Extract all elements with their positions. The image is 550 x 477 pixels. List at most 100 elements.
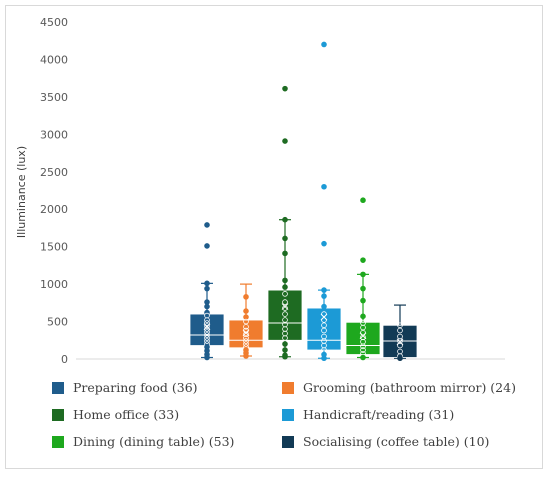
box-series xyxy=(345,197,381,361)
data-point xyxy=(321,287,327,293)
data-point xyxy=(282,341,288,347)
data-point xyxy=(321,303,327,310)
data-point xyxy=(282,305,288,311)
data-point xyxy=(204,280,210,287)
legend-swatch xyxy=(52,435,64,448)
outlier-point xyxy=(321,183,327,190)
data-point xyxy=(282,299,288,305)
legend-item: Home office (33) xyxy=(52,407,179,422)
data-point xyxy=(243,308,249,314)
data-point xyxy=(204,354,210,361)
outlier-point xyxy=(360,197,366,204)
y-tick-label: 3500 xyxy=(40,91,68,104)
data-point xyxy=(204,285,210,292)
data-point xyxy=(397,322,403,329)
data-point xyxy=(282,335,288,341)
data-point xyxy=(204,317,210,323)
data-point xyxy=(282,284,288,290)
data-point xyxy=(204,335,210,341)
y-tick-label: 1500 xyxy=(40,241,68,254)
legend-label: Grooming (bathroom mirror) (24) xyxy=(303,380,516,395)
data-point xyxy=(243,331,249,338)
data-point xyxy=(282,250,288,257)
data-point xyxy=(321,322,327,329)
y-tick-label: 500 xyxy=(47,316,68,329)
data-point xyxy=(282,311,288,317)
box-iqr xyxy=(345,321,381,355)
y-axis: 0 500 1000 1500 2000 2500 3000 3500 4000 4500 xyxy=(40,16,505,366)
data-point xyxy=(321,293,327,299)
legend-label: Home office (33) xyxy=(73,407,180,422)
data-point xyxy=(360,257,366,263)
box-series xyxy=(267,85,303,360)
legend-item: Preparing food (36) xyxy=(52,380,198,395)
legend-item: Handicraft/reading (31) xyxy=(282,407,454,422)
y-tick-label: 4000 xyxy=(40,53,68,66)
y-tick-label: 4500 xyxy=(40,16,68,29)
data-point xyxy=(321,355,327,362)
data-point xyxy=(243,323,249,330)
data-point xyxy=(360,324,366,331)
outlier-point xyxy=(321,41,327,48)
y-tick-label: 2500 xyxy=(40,166,68,179)
legend-item: Grooming (bathroom mirror) (24) xyxy=(282,380,516,395)
data-point xyxy=(282,216,288,223)
data-point xyxy=(360,354,366,361)
box-series-group xyxy=(189,41,418,362)
y-tick-label: 0 xyxy=(61,353,68,366)
outlier-point xyxy=(282,85,288,92)
data-point xyxy=(243,327,249,334)
legend-swatch xyxy=(52,381,64,394)
legend-item: Dining (dining table) (53) xyxy=(52,434,234,449)
legend-label: Preparing food (36) xyxy=(73,380,198,395)
data-point xyxy=(204,323,210,329)
data-point xyxy=(204,320,210,326)
data-point xyxy=(243,341,249,347)
data-point xyxy=(243,294,249,300)
data-point xyxy=(321,317,327,323)
data-point xyxy=(321,311,327,317)
data-point xyxy=(282,353,288,360)
legend-item: Socialising (coffee table) (10) xyxy=(282,434,489,449)
data-point xyxy=(243,318,249,325)
box-iqr xyxy=(267,289,303,341)
data-point xyxy=(282,347,288,353)
chart-frame xyxy=(5,5,543,469)
outlier-point xyxy=(321,240,327,247)
data-point xyxy=(397,342,403,349)
box-series xyxy=(306,41,342,362)
data-point xyxy=(204,329,210,335)
data-point xyxy=(204,332,210,338)
data-point xyxy=(360,297,366,304)
data-point xyxy=(204,303,210,310)
data-point xyxy=(360,271,366,278)
legend-label: Socialising (coffee table) (10) xyxy=(303,434,490,449)
legend-swatch xyxy=(52,408,64,421)
data-point xyxy=(360,347,366,353)
data-point xyxy=(204,326,210,332)
legend-label: Dining (dining table) (53) xyxy=(73,434,235,449)
data-point xyxy=(360,343,366,350)
data-point xyxy=(204,299,210,305)
outlier-point xyxy=(204,243,210,249)
data-point xyxy=(243,353,249,359)
outlier-point xyxy=(204,222,210,228)
data-point xyxy=(282,277,288,284)
legend-swatch xyxy=(282,381,294,394)
data-point xyxy=(360,313,366,320)
box-series xyxy=(228,283,264,359)
data-point xyxy=(397,327,403,334)
box-series xyxy=(382,304,418,362)
data-point xyxy=(243,335,249,341)
data-point xyxy=(282,235,288,242)
y-tick-label: 1000 xyxy=(40,278,68,291)
legend-swatch xyxy=(282,435,294,448)
outlier-point xyxy=(282,138,288,144)
y-axis-label: Illuminance (lux) xyxy=(15,146,28,238)
y-tick-label: 2000 xyxy=(40,203,68,216)
box-series xyxy=(189,222,225,361)
legend-label: Handicraft/reading (31) xyxy=(303,407,455,422)
data-point xyxy=(243,314,249,320)
data-point xyxy=(397,355,403,362)
